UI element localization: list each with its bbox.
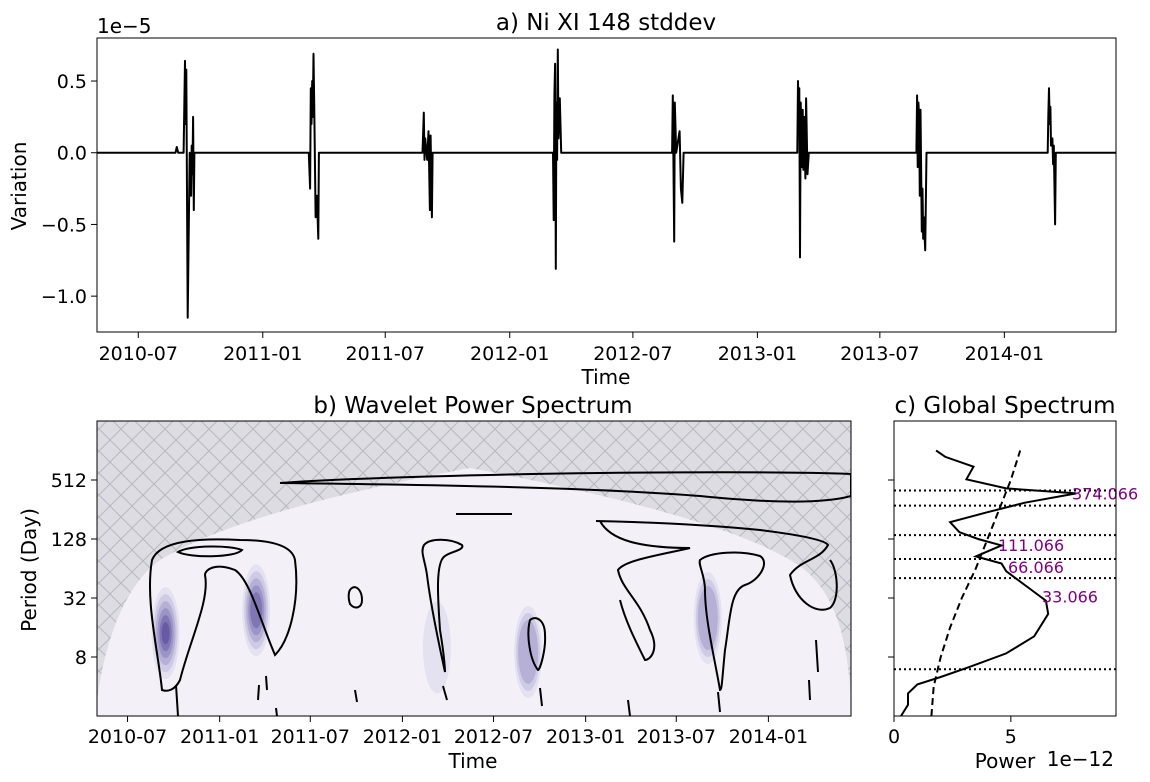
panel-b-ylabel: Period (Day) (17, 508, 41, 632)
peak-label: 374.066 (1072, 484, 1138, 503)
x-tick-label: 2014-01 (729, 726, 808, 748)
significance-contour (175, 545, 244, 558)
x-tick-label: 2011-07 (271, 726, 350, 748)
variation-line (97, 48, 1116, 319)
x-tick-label: 2012-07 (454, 726, 533, 748)
panel-a: a) Ni XI 148 stddev 1e−5 2010-07 2011-01 2… (7, 10, 1117, 389)
significance-contour (175, 639, 819, 716)
panel-c-title: c) Global Spectrum (894, 393, 1115, 419)
panel-c: c) Global Spectrum 374.066 111.066 66.066 3… (888, 393, 1138, 773)
panel-a-frame (96, 37, 1117, 333)
x-tick-label: 2013-01 (718, 343, 797, 365)
y-tick-label: 0.0 (57, 143, 87, 165)
significance-contour (149, 538, 298, 692)
power-contour (422, 601, 451, 694)
y-tick-label: −1.0 (41, 286, 87, 308)
significance-contour (698, 551, 765, 692)
x-tick-label: 5 (1005, 726, 1017, 748)
power-contour (518, 619, 539, 684)
x-tick-label: 2012-07 (593, 343, 672, 365)
panel-b-frame (96, 420, 852, 717)
x-tick-label: 2013-01 (546, 726, 625, 748)
x-tick-label: 2012-01 (470, 343, 549, 365)
peak-label: 66.066 (1008, 558, 1064, 577)
panel-b-title: b) Wavelet Power Spectrum (313, 393, 632, 419)
significance-contour (527, 617, 547, 672)
y-tick-label: 0.5 (57, 71, 87, 93)
panel-a-xlabel: Time (581, 365, 631, 389)
x-tick-label: 2013-07 (840, 343, 919, 365)
x-tick-label: 2010-07 (88, 726, 167, 748)
significance-curve (930, 450, 1022, 717)
x-tick-label: 2014-01 (965, 343, 1044, 365)
x-tick-label: 2011-07 (346, 343, 425, 365)
panel-c-xlabel: Power (975, 749, 1036, 773)
panel-c-offset-label: 1e−12 (1047, 747, 1114, 771)
x-tick-label: 2011-01 (180, 726, 259, 748)
panel-c-frame (893, 420, 1117, 717)
cone-of-influence-interior (97, 468, 851, 716)
panel-b-xlabel: Time (448, 749, 498, 773)
y-tick-label: −0.5 (41, 214, 87, 236)
y-tick-label: 32 (63, 588, 87, 610)
panel-a-ylabel: Variation (7, 142, 31, 231)
peak-label: 33.066 (1042, 588, 1098, 607)
global-spectrum-line (900, 449, 1077, 717)
panel-b: b) Wavelet Power Spectrum 2010-07 2011-01… (17, 393, 852, 773)
y-tick-label: 128 (51, 529, 87, 551)
significance-contour (421, 538, 464, 673)
power-contour (161, 622, 170, 645)
panel-a-offset-label: 1e−5 (97, 14, 152, 38)
x-tick-label: 2013-07 (637, 726, 716, 748)
panel-a-title: a) Ni XI 148 stddev (496, 10, 716, 36)
x-tick-label: 2012-01 (363, 726, 442, 748)
significance-contour (595, 520, 838, 662)
x-tick-label: 0 (888, 726, 900, 748)
peak-label: 111.066 (998, 536, 1064, 555)
y-tick-label: 8 (75, 647, 87, 669)
x-tick-label: 2011-01 (223, 343, 302, 365)
x-tick-label: 2010-07 (99, 343, 178, 365)
significance-contour (279, 471, 851, 503)
significance-contour (347, 586, 364, 609)
y-tick-label: 512 (51, 470, 87, 492)
